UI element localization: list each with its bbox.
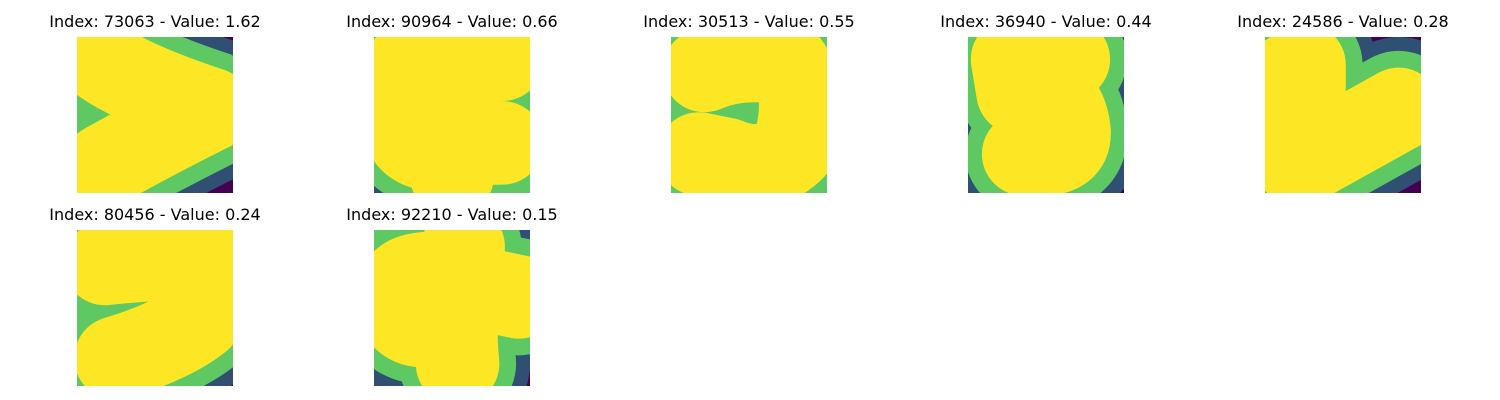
hook-stroke (671, 37, 827, 193)
greater-than-stroke (77, 37, 233, 193)
panel-title: Index: 73063 - Value: 1.62 (49, 12, 261, 31)
panel-title: Index: 92210 - Value: 0.15 (346, 205, 558, 224)
panel-title: Index: 80456 - Value: 0.24 (49, 205, 261, 224)
digit-image (671, 37, 827, 193)
digit-image (77, 37, 233, 193)
five-like-stroke (968, 37, 1124, 193)
panel-title: Index: 24586 - Value: 0.28 (1237, 12, 1449, 31)
digit-image (374, 230, 530, 386)
glyph-stroke-core (374, 37, 530, 193)
glyph-stroke-core (77, 37, 233, 193)
panel-title: Index: 30513 - Value: 0.55 (643, 12, 855, 31)
glyph-stroke-core (671, 37, 827, 193)
glyph-stroke-core (1265, 37, 1421, 193)
crossed-loop-stroke (374, 37, 530, 193)
seven-like-stroke (77, 230, 233, 386)
panel-title: Index: 36940 - Value: 0.44 (940, 12, 1152, 31)
digit-image (374, 37, 530, 193)
glyph-stroke-core (77, 230, 233, 386)
digit-image (1265, 37, 1421, 193)
panel-title: Index: 90964 - Value: 0.66 (346, 12, 558, 31)
digit-image (968, 37, 1124, 193)
glyph-stroke-core (970, 37, 1111, 193)
digit-image (77, 230, 233, 386)
loop-cross-stroke (374, 230, 530, 386)
check-like-stroke (1265, 37, 1421, 193)
glyph-stroke-core (374, 230, 530, 386)
